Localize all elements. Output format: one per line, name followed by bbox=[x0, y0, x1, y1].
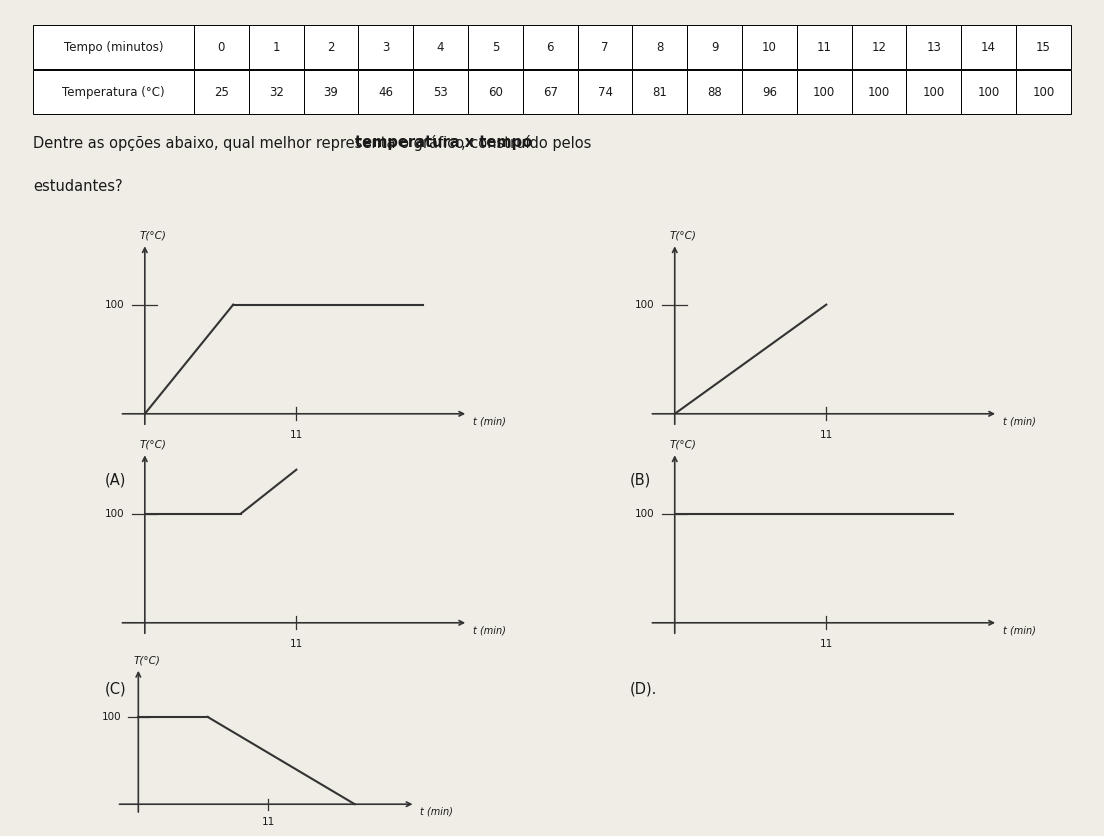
Bar bbox=[468, 70, 523, 115]
Text: t (min): t (min) bbox=[1004, 625, 1036, 635]
Text: T(°C): T(°C) bbox=[670, 440, 697, 450]
Text: 5: 5 bbox=[491, 41, 499, 54]
Bar bbox=[194, 70, 248, 115]
Text: Temperatura (°C): Temperatura (°C) bbox=[62, 86, 164, 99]
Text: t (min): t (min) bbox=[474, 625, 506, 635]
Text: 88: 88 bbox=[708, 86, 722, 99]
Text: (B): (B) bbox=[629, 472, 650, 487]
Bar bbox=[797, 70, 851, 115]
Text: 11: 11 bbox=[819, 430, 832, 440]
Text: t (min): t (min) bbox=[1004, 416, 1036, 426]
Text: 25: 25 bbox=[214, 86, 229, 99]
Bar bbox=[248, 25, 304, 69]
Bar bbox=[33, 70, 194, 115]
Bar bbox=[962, 70, 1016, 115]
Text: t (min): t (min) bbox=[420, 807, 453, 816]
Bar bbox=[742, 25, 797, 69]
Text: T(°C): T(°C) bbox=[134, 655, 161, 665]
Bar bbox=[33, 25, 194, 69]
Text: 46: 46 bbox=[379, 86, 393, 99]
Bar bbox=[359, 70, 413, 115]
Text: Dentre as opções abaixo, qual melhor representa o gráfico: Dentre as opções abaixo, qual melhor rep… bbox=[33, 135, 469, 150]
Text: (C): (C) bbox=[105, 681, 127, 696]
Text: 9: 9 bbox=[711, 41, 719, 54]
Bar bbox=[304, 70, 359, 115]
Text: 32: 32 bbox=[268, 86, 284, 99]
Text: 100: 100 bbox=[977, 86, 1000, 99]
Text: temperatura x tempo: temperatura x tempo bbox=[355, 135, 532, 150]
Bar bbox=[633, 25, 687, 69]
Text: 0: 0 bbox=[217, 41, 225, 54]
Text: 7: 7 bbox=[602, 41, 608, 54]
Text: t (min): t (min) bbox=[474, 416, 506, 426]
Text: , construído pelos: , construído pelos bbox=[460, 135, 591, 150]
Text: 8: 8 bbox=[656, 41, 664, 54]
Bar bbox=[851, 25, 906, 69]
Text: 100: 100 bbox=[1032, 86, 1054, 99]
Bar bbox=[687, 25, 742, 69]
Bar bbox=[413, 25, 468, 69]
Text: 10: 10 bbox=[762, 41, 777, 54]
Bar bbox=[194, 25, 248, 69]
Text: 4: 4 bbox=[437, 41, 444, 54]
Text: 100: 100 bbox=[635, 299, 655, 309]
Text: 11: 11 bbox=[817, 41, 831, 54]
Bar bbox=[468, 25, 523, 69]
Text: 11: 11 bbox=[262, 817, 275, 827]
Text: estudantes?: estudantes? bbox=[33, 179, 123, 194]
Text: 11: 11 bbox=[289, 430, 302, 440]
Bar bbox=[359, 25, 413, 69]
Text: 74: 74 bbox=[597, 86, 613, 99]
Text: (D).: (D). bbox=[629, 681, 657, 696]
Text: 2: 2 bbox=[327, 41, 335, 54]
Text: 81: 81 bbox=[652, 86, 667, 99]
Bar bbox=[304, 25, 359, 69]
Text: 67: 67 bbox=[543, 86, 558, 99]
Bar bbox=[577, 70, 633, 115]
Text: 100: 100 bbox=[923, 86, 945, 99]
Text: 6: 6 bbox=[546, 41, 554, 54]
Text: 100: 100 bbox=[635, 508, 655, 518]
Text: T(°C): T(°C) bbox=[140, 440, 167, 450]
Text: 53: 53 bbox=[433, 86, 448, 99]
Text: 100: 100 bbox=[868, 86, 890, 99]
Text: Tempo (minutos): Tempo (minutos) bbox=[64, 41, 163, 54]
Text: 100: 100 bbox=[814, 86, 836, 99]
Text: 39: 39 bbox=[323, 86, 339, 99]
Text: 12: 12 bbox=[871, 41, 887, 54]
Text: 3: 3 bbox=[382, 41, 390, 54]
Text: 1: 1 bbox=[273, 41, 280, 54]
Bar bbox=[1016, 70, 1071, 115]
Text: 15: 15 bbox=[1036, 41, 1051, 54]
Text: 100: 100 bbox=[105, 299, 125, 309]
Text: 96: 96 bbox=[762, 86, 777, 99]
Bar bbox=[413, 70, 468, 115]
Bar bbox=[687, 70, 742, 115]
Text: (A): (A) bbox=[105, 472, 126, 487]
Bar bbox=[797, 25, 851, 69]
Bar bbox=[523, 25, 577, 69]
Text: 100: 100 bbox=[105, 508, 125, 518]
Bar bbox=[851, 70, 906, 115]
Bar bbox=[248, 70, 304, 115]
Text: 60: 60 bbox=[488, 86, 502, 99]
Text: T(°C): T(°C) bbox=[140, 231, 167, 241]
Bar bbox=[523, 70, 577, 115]
Text: T(°C): T(°C) bbox=[670, 231, 697, 241]
Text: 11: 11 bbox=[819, 639, 832, 649]
Bar bbox=[577, 25, 633, 69]
Text: 11: 11 bbox=[289, 639, 302, 649]
Bar bbox=[742, 70, 797, 115]
Text: 14: 14 bbox=[981, 41, 996, 54]
Text: 13: 13 bbox=[926, 41, 942, 54]
Bar bbox=[633, 70, 687, 115]
Bar bbox=[962, 25, 1016, 69]
Bar bbox=[906, 70, 962, 115]
Bar bbox=[1016, 25, 1071, 69]
Bar bbox=[906, 25, 962, 69]
Text: 100: 100 bbox=[102, 712, 121, 721]
